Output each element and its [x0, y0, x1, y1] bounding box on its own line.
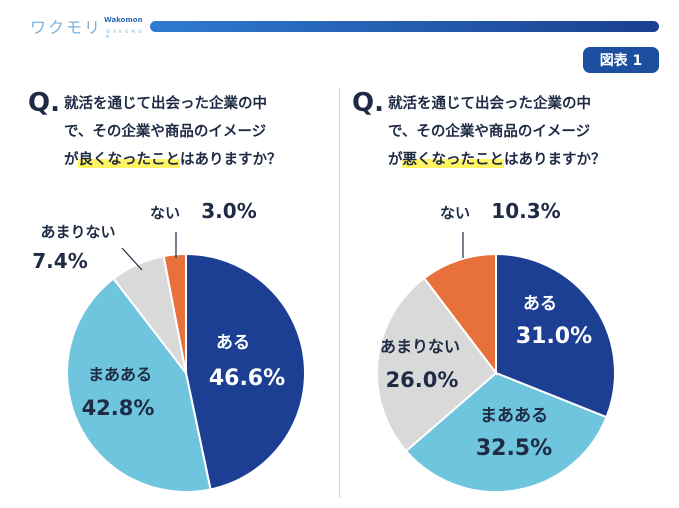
slice-value-label: 7.4% [32, 249, 87, 273]
q-mark: Q. [28, 88, 60, 118]
logo-subtext: W A K O M O N [106, 29, 143, 39]
pie-slice-1 [495, 252, 616, 419]
question-line-3: が悪くなったことはありますか？ [387, 146, 606, 174]
question-post: はありますか？ [503, 152, 606, 168]
question-highlight: 良くなったこと [78, 152, 180, 168]
question-highlight: 悪くなったこと [402, 152, 504, 168]
slice-value-label: 42.8% [82, 396, 155, 420]
slice-category-label: ある [216, 333, 250, 353]
question-text: 就活を通じて出会った企業の中 で、その企業や商品のイメージ が良くなったことはあ… [63, 90, 282, 174]
question-line-3: が良くなったことはありますか？ [63, 146, 282, 174]
leader-line [121, 247, 143, 271]
slice-category-label: ある [523, 294, 557, 314]
question-line-2: で、その企業や商品のイメージ [63, 124, 267, 140]
pie-slice-2 [404, 371, 608, 493]
slice-category-label: ない [440, 204, 470, 222]
logo-english: Wakomon [104, 16, 143, 24]
question-text: 就活を通じて出会った企業の中 で、その企業や商品のイメージ が悪くなったことはあ… [387, 90, 606, 174]
left-question: Q. 就活を通じて出会った企業の中 で、その企業や商品のイメージ が良くなったこ… [28, 88, 281, 174]
question-pre: が [387, 152, 403, 168]
question-post: はありますか？ [179, 152, 282, 168]
slice-value-label: 3.0% [201, 199, 256, 223]
slice-category-label: まあある [88, 365, 152, 384]
slice-category-label: まあある [480, 406, 548, 426]
slice-value-label: 32.5% [476, 436, 552, 461]
slice-value-label: 46.6% [209, 366, 285, 391]
logo-japanese: ワクモリ [30, 18, 103, 37]
right-question: Q. 就活を通じて出会った企業の中 で、その企業や商品のイメージ が悪くなったこ… [352, 88, 605, 174]
question-line-1: 就活を通じて出会った企業の中 [387, 96, 591, 112]
pie-slice-1 [185, 252, 306, 491]
question-line-2: で、その企業や商品のイメージ [387, 124, 591, 140]
q-mark: Q. [352, 88, 384, 118]
header-bar [150, 21, 659, 32]
slice-category-label: ない [150, 204, 180, 222]
slice-category-label: あまりない [40, 223, 115, 241]
slice-value-label: 26.0% [386, 368, 459, 392]
question-pre: が [63, 152, 79, 168]
slice-value-label: 31.0% [516, 324, 592, 349]
pie-slice-4 [422, 252, 497, 376]
pie-slice-4 [162, 252, 187, 374]
slice-category-label: あまりない [380, 337, 460, 356]
wakomon-logo: ワクモリ Wakomon W A K O M O N [30, 14, 143, 39]
pie-slice-2 [66, 277, 212, 493]
question-line-1: 就活を通じて出会った企業の中 [63, 96, 267, 112]
center-divider [339, 88, 340, 498]
pie-slice-3 [376, 276, 498, 453]
slice-value-label: 10.3% [491, 199, 560, 223]
figure-label: 図表 1 [583, 47, 659, 73]
